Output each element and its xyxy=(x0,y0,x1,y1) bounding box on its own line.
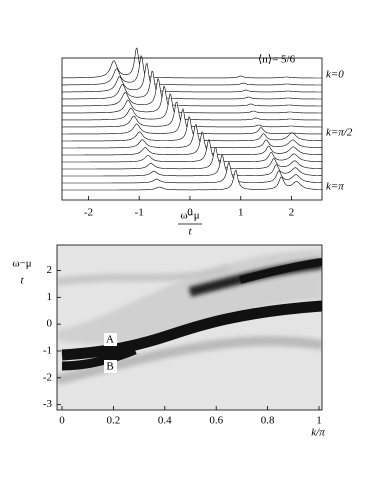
x-tick-label: 1 xyxy=(238,207,244,219)
x-tick-label: 0.8 xyxy=(261,415,275,427)
spectrum xyxy=(62,153,323,177)
top-frame xyxy=(61,57,323,201)
y-tick-label: 0 xyxy=(47,318,53,330)
spectrum-fill xyxy=(62,124,322,150)
x-tick-label: 2 xyxy=(289,207,295,219)
x-tick-label: 0.6 xyxy=(209,415,223,427)
x-tick-label: 0 xyxy=(187,207,193,219)
label-box xyxy=(104,360,117,373)
x-tick-label: 0.4 xyxy=(158,415,172,427)
spectrum xyxy=(62,101,322,128)
spectrum xyxy=(62,138,322,163)
map-frame xyxy=(56,244,323,411)
spectra xyxy=(62,47,323,192)
spectrum-fill xyxy=(62,78,322,108)
spectrum-fill xyxy=(62,147,322,171)
spectrum xyxy=(62,70,322,100)
spectrum xyxy=(62,123,322,149)
spectrum-fill xyxy=(62,94,322,122)
spectrum-fill xyxy=(62,170,322,192)
intensity-map xyxy=(57,245,322,410)
label-box xyxy=(104,333,117,346)
row-label: k=0 xyxy=(326,69,344,81)
spectrum xyxy=(62,147,322,170)
spectrum xyxy=(62,169,322,191)
spectrum xyxy=(62,85,322,114)
x-label-denominator: t xyxy=(188,226,192,238)
spectrum xyxy=(62,47,322,79)
y-tick-label: 2 xyxy=(47,264,53,276)
filling-label: ⟨n⟩= 5/6 xyxy=(258,54,296,66)
spectrum xyxy=(62,93,322,121)
spectrum xyxy=(62,161,322,184)
spectrum xyxy=(62,62,322,93)
spectrum xyxy=(62,115,322,142)
x-tick-label: -1 xyxy=(135,207,144,219)
x-tick-label: 1 xyxy=(316,415,322,427)
spectrum-fill xyxy=(62,154,322,178)
x-tick-label: 0 xyxy=(59,415,65,427)
row-label: k=π/2 xyxy=(326,127,353,139)
spectrum-fill xyxy=(62,86,322,115)
x-tick-label: -2 xyxy=(84,207,93,219)
y-label-numerator: ω−μ xyxy=(12,258,31,270)
y-label-denominator: t xyxy=(20,275,24,287)
y-tick-label: -1 xyxy=(43,345,52,357)
x-label: k/π xyxy=(311,427,325,439)
band-label: B xyxy=(106,361,113,373)
spectrum-fill xyxy=(62,48,322,80)
y-tick-label: -3 xyxy=(43,398,53,410)
y-tick-label: 1 xyxy=(47,291,53,303)
x-tick-label: 0.2 xyxy=(107,415,121,427)
y-tick-label: -2 xyxy=(43,371,52,383)
row-label: k=π xyxy=(326,181,344,193)
spectrum xyxy=(62,77,322,107)
x-label-numerator: ω−μ xyxy=(180,210,199,222)
spectrum xyxy=(62,54,322,86)
spectrum xyxy=(62,131,322,156)
spectrum-fill xyxy=(62,71,322,101)
band-label: A xyxy=(106,334,114,346)
